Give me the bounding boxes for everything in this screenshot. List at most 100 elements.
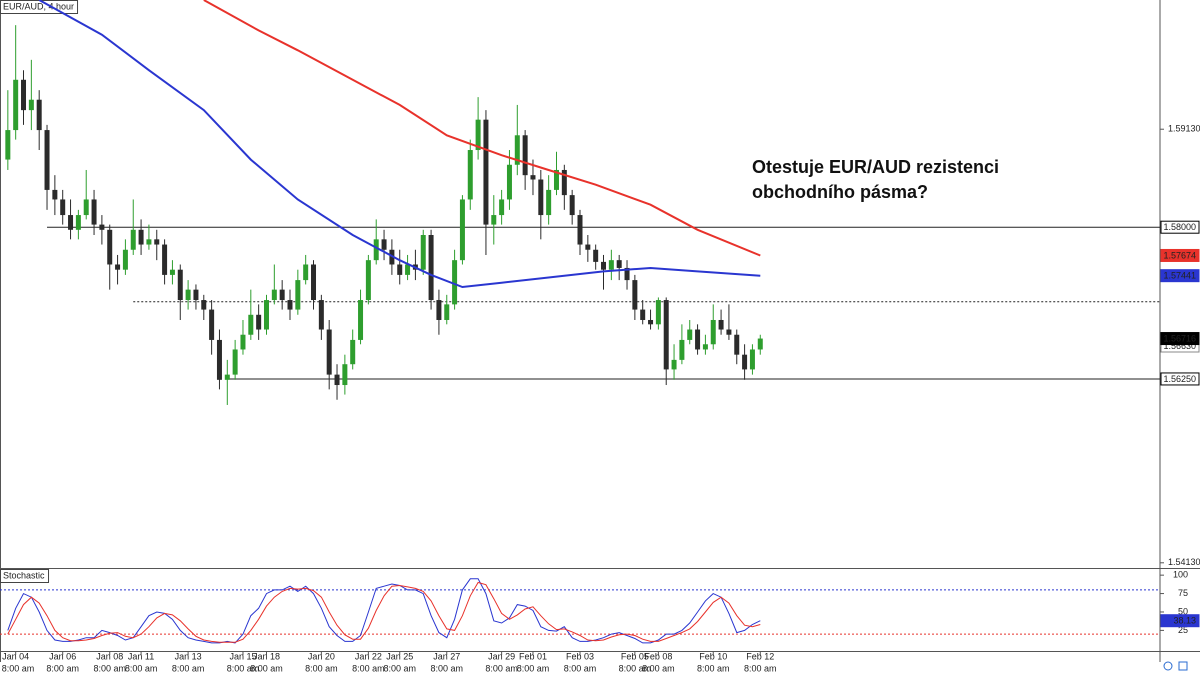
candle-body [734,334,740,355]
candle-body [36,99,42,131]
candle-body [585,244,591,250]
price-label-box [1160,269,1200,283]
price-label: 1.56716 [1163,333,1196,343]
price-label: 1.57441 [1163,271,1196,281]
panel-title-box [0,569,50,583]
price-label: 38.13 [1173,616,1196,626]
candle-body [68,215,74,230]
candle-body [75,215,81,230]
price-label: 1.56630 [1163,341,1196,351]
x-tick-label: Jan 20 [308,651,335,661]
candle-body [5,130,11,160]
x-tick-label: Feb 01 [519,651,547,661]
candle-body [21,79,27,111]
x-tick-sublabel: 8:00 am [250,663,283,673]
candle-body [553,169,559,190]
candle-body [702,344,708,350]
x-tick-label: Feb 12 [746,651,774,661]
candle-body [91,199,97,225]
x-tick-sublabel: 8:00 am [744,663,777,673]
moving-average [38,0,761,289]
x-tick-label: Feb 05 [621,651,649,661]
candle-body [679,339,685,360]
candle-body [624,267,630,281]
moving-average [203,0,761,257]
candle-body [749,349,755,370]
x-tick-label: Jan 22 [355,651,382,661]
candle-body [365,260,371,301]
x-tick-sublabel: 8:00 am [305,663,338,673]
candle-body [648,319,654,325]
candle-body [655,300,661,325]
candle-body [263,300,269,330]
candle-body [499,199,505,216]
x-tick-sublabel: 8:00 am [485,663,518,673]
candle-body [177,269,183,301]
candle-body [209,309,215,340]
candle-body [224,374,230,380]
candle-body [358,300,364,340]
candle-body [671,359,677,370]
x-tick-label: Jan 13 [175,651,202,661]
candle-body [350,339,356,365]
icon[interactable] [1163,661,1173,671]
candle-body [44,130,50,190]
candle-body [561,169,567,196]
candle-body [311,264,317,301]
x-tick-sublabel: 8:00 am [46,663,79,673]
candle-body [216,339,222,380]
y-tick-label: 100 [1173,570,1188,580]
candle-body [710,319,716,345]
candle-body [201,300,207,310]
candle-body [514,135,520,165]
x-tick-sublabel: 8:00 am [383,663,416,673]
candle-body [742,354,748,370]
x-tick-sublabel: 8:00 am [352,663,385,673]
candle-body [632,280,638,310]
price-label: 1.58000 [1163,222,1196,232]
candle-body [726,329,732,335]
candle-body [240,334,246,350]
candle-body [444,304,450,320]
candle-body [663,300,669,370]
candle-body [28,99,34,111]
price-label: 1.57674 [1163,250,1196,260]
candle-body [185,289,191,301]
candle-body [397,264,403,275]
candle-body [169,269,175,275]
candle-body [405,264,411,275]
candle-body [640,309,646,320]
candle-body [530,175,536,180]
annotation: Otestuje EUR/AUD rezistenci [752,157,999,177]
icon[interactable] [1178,661,1188,671]
candle-body [295,280,301,310]
candle-body [420,235,426,270]
candle-body [687,329,693,340]
toolbar-icons[interactable] [1163,661,1188,671]
candle-body [757,338,763,350]
candle-body [256,314,262,330]
candle-body [601,261,607,270]
x-tick-label: Feb 10 [699,651,727,661]
x-tick-sublabel: 8:00 am [93,663,126,673]
x-tick-sublabel: 8:00 am [564,663,597,673]
x-tick-label: Jan 06 [49,651,76,661]
candle-body [60,199,66,216]
candle-body [381,239,387,250]
candle-body [452,260,458,305]
candle-body [162,244,168,275]
x-tick-sublabel: 8:00 am [125,663,158,673]
candle-body [271,289,277,301]
candle-body [52,189,58,200]
candle-body [436,300,442,320]
annotation: obchodního pásma? [752,182,928,202]
candle-body [146,239,152,245]
price-label-box [1160,248,1200,262]
candle-body [326,329,332,375]
x-tick-label: Jan 08 [96,651,123,661]
candle-body [608,260,614,270]
candle-body [13,79,19,131]
x-tick-label: Jan 29 [488,651,515,661]
